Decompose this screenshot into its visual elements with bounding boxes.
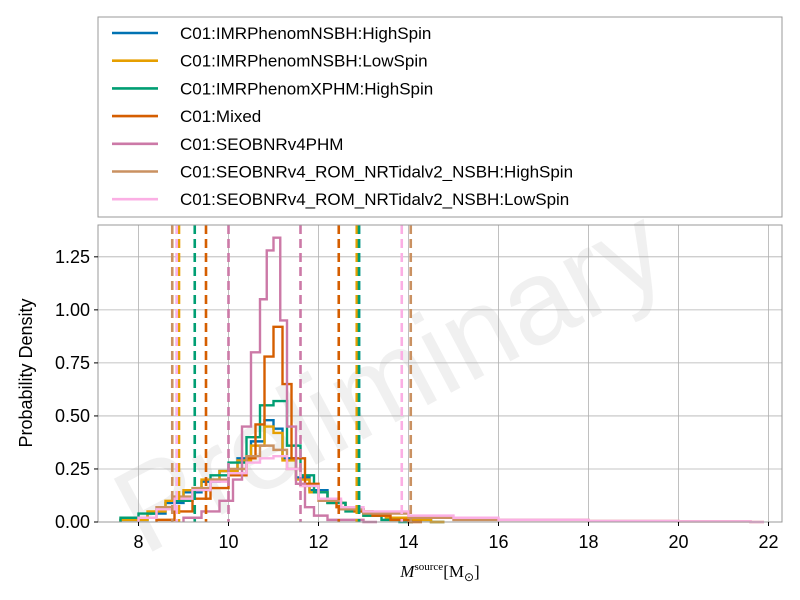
x-tick-label: 20 — [668, 532, 688, 552]
y-tick-label: 1.00 — [55, 300, 90, 320]
legend-label-3: C01:Mixed — [180, 107, 261, 126]
x-tick-label: 22 — [758, 532, 778, 552]
plot-frame — [97, 224, 783, 523]
x-axis-label: Msource[M⊙] — [399, 561, 479, 584]
x-tick-label: 8 — [133, 532, 143, 552]
legend-label-0: C01:IMRPhenomNSBH:HighSpin — [180, 24, 431, 43]
y-tick-label: 0.25 — [55, 459, 90, 479]
y-tick-label: 0.00 — [55, 512, 90, 532]
legend-label-1: C01:IMRPhenomNSBH:LowSpin — [180, 52, 428, 71]
legend-label-4: C01:SEOBNRv4PHM — [180, 135, 343, 154]
legend-label-5: C01:SEOBNRv4_ROM_NRTidalv2_NSBH:HighSpin — [180, 163, 573, 182]
legend-box — [97, 16, 783, 218]
legend-label-6: C01:SEOBNRv4_ROM_NRTidalv2_NSBH:LowSpin — [180, 190, 569, 209]
series-line-4 — [182, 236, 377, 524]
x-tick-label: 10 — [218, 532, 238, 552]
x-tick-label: 18 — [578, 532, 598, 552]
x-tick-label: 16 — [488, 532, 508, 552]
y-tick-label: 0.75 — [55, 353, 90, 373]
y-tick-label: 1.25 — [55, 247, 90, 267]
y-tick-label: 0.50 — [55, 406, 90, 426]
x-tick-label: 12 — [308, 532, 328, 552]
legend-label-2: C01:IMRPhenomXPHM:HighSpin — [180, 79, 433, 98]
x-tick-label: 14 — [398, 532, 418, 552]
y-axis-label: Probability Density — [16, 298, 36, 447]
